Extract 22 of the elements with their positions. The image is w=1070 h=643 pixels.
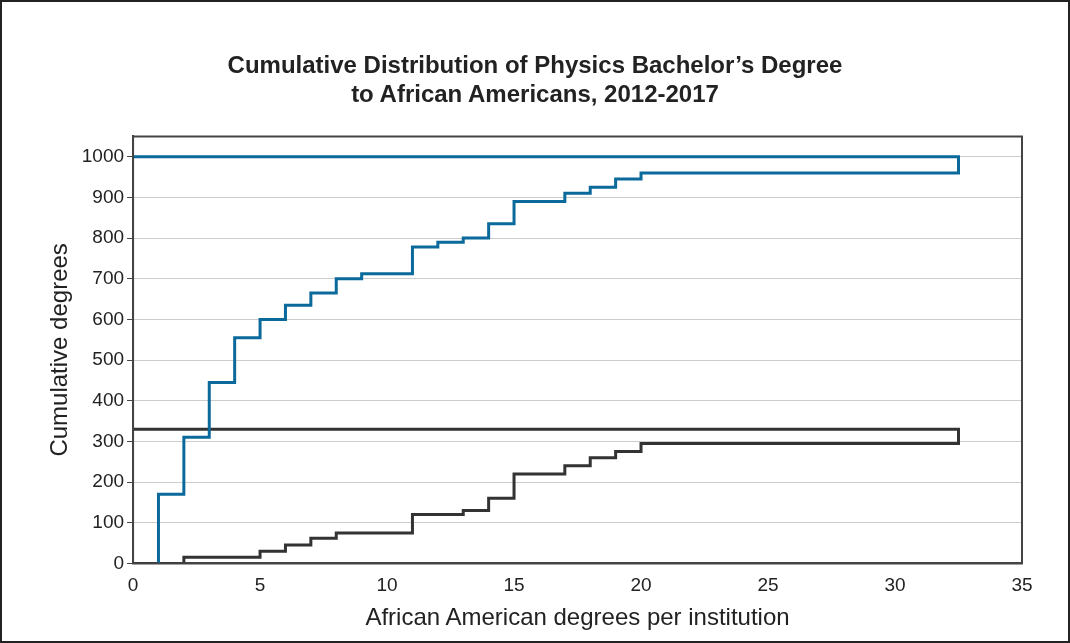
y-tick-label: 300 bbox=[92, 429, 125, 451]
y-tick-label: 1000 bbox=[81, 144, 125, 166]
x-tick-label: 35 bbox=[1011, 574, 1033, 596]
x-tick-label: 10 bbox=[376, 574, 398, 596]
y-tick-label: 400 bbox=[92, 388, 125, 410]
x-tick-label: 5 bbox=[254, 574, 266, 596]
y-axis-title: Cumulative degrees bbox=[45, 243, 73, 457]
chart-title: Cumulative Distribution of Physics Bachelor’s Degree to African Americans, 2012-2017 bbox=[226, 50, 844, 108]
x-tick-label: 0 bbox=[127, 574, 139, 596]
y-tick-label: 600 bbox=[92, 307, 125, 329]
y-tick-label: 800 bbox=[92, 226, 125, 248]
y-tick-label: 200 bbox=[92, 470, 125, 492]
y-tick-label: 700 bbox=[92, 266, 125, 288]
x-axis-title: African American degrees per institution bbox=[365, 603, 790, 631]
y-tick-label: 900 bbox=[92, 185, 125, 207]
x-tick-label: 15 bbox=[503, 574, 525, 596]
y-tick-label: 0 bbox=[113, 551, 125, 573]
y-tick-label: 500 bbox=[92, 348, 125, 370]
x-tick-label: 20 bbox=[630, 574, 652, 596]
x-tick-label: 25 bbox=[757, 574, 779, 596]
x-tick-label: 30 bbox=[884, 574, 906, 596]
y-tick-label: 100 bbox=[92, 510, 125, 532]
